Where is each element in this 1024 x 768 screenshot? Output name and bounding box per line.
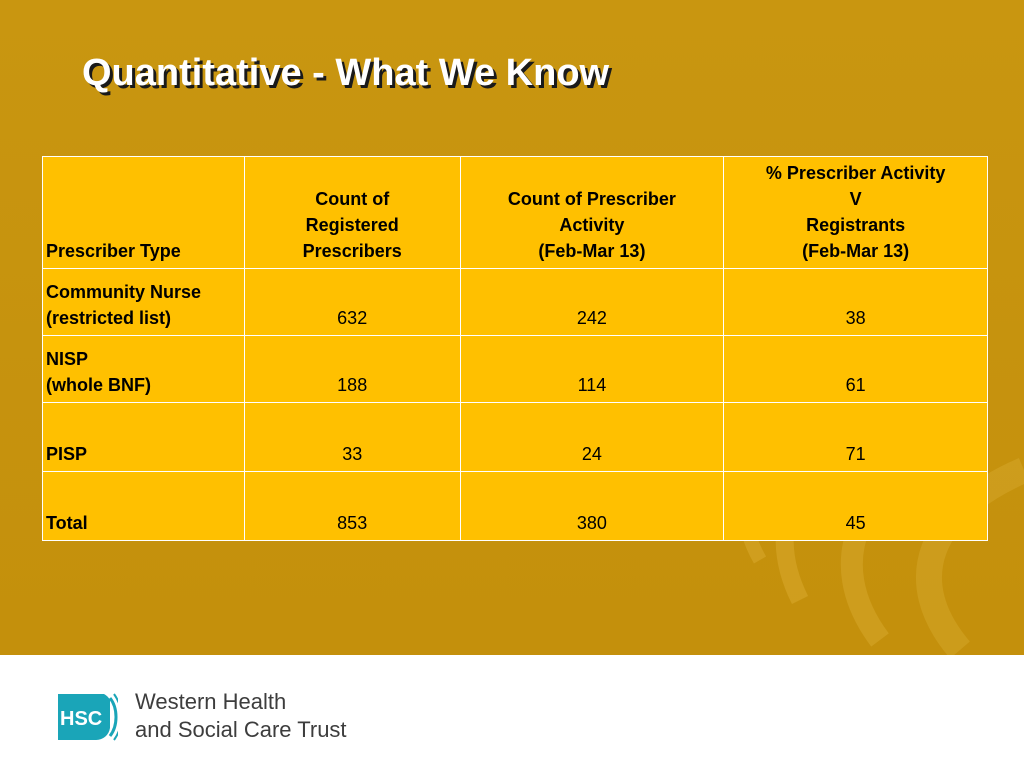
- prescriber-table: Prescriber Type Count of Registered Pres…: [42, 156, 988, 541]
- cell-activity: 114: [459, 335, 725, 403]
- cell-registered: 853: [243, 471, 461, 541]
- table-row: Community Nurse (restricted list) 632 24…: [42, 268, 988, 336]
- header-prescriber-type: Prescriber Type: [42, 156, 245, 269]
- table-row: NISP (whole BNF) 188 114 61: [42, 335, 988, 403]
- org-name-line-1: Western Health: [135, 689, 287, 714]
- organization-name: Western Health and Social Care Trust: [135, 688, 347, 744]
- logo-text: HSC: [60, 708, 102, 730]
- cell-activity: 24: [459, 402, 725, 472]
- cell-registered: 188: [243, 335, 461, 403]
- cell-percent: 45: [723, 471, 988, 541]
- table-row: Total 853 380 45: [42, 471, 988, 541]
- cell-percent: 38: [723, 268, 988, 336]
- cell-prescriber-type: Community Nurse (restricted list): [42, 268, 245, 336]
- table-row: PISP 33 24 71: [42, 402, 988, 472]
- slide-title: Quantitative - What We Know: [82, 52, 610, 94]
- hsc-logo-icon: HSC: [58, 693, 118, 741]
- header-registered-count: Count of Registered Prescribers: [243, 156, 461, 269]
- org-name-line-2: and Social Care Trust: [135, 717, 347, 742]
- table-header-row: Prescriber Type Count of Registered Pres…: [42, 156, 988, 269]
- cell-activity: 242: [459, 268, 725, 336]
- footer: [0, 655, 1024, 768]
- cell-percent: 61: [723, 335, 988, 403]
- cell-registered: 33: [243, 402, 461, 472]
- header-activity-count: Count of Prescriber Activity (Feb-Mar 13…: [459, 156, 725, 269]
- header-activity-percent: % Prescriber Activity V Registrants (Feb…: [723, 156, 988, 269]
- cell-prescriber-type: Total: [42, 471, 245, 541]
- cell-registered: 632: [243, 268, 461, 336]
- cell-prescriber-type: NISP (whole BNF): [42, 335, 245, 403]
- cell-percent: 71: [723, 402, 988, 472]
- cell-activity: 380: [459, 471, 725, 541]
- cell-prescriber-type: PISP: [42, 402, 245, 472]
